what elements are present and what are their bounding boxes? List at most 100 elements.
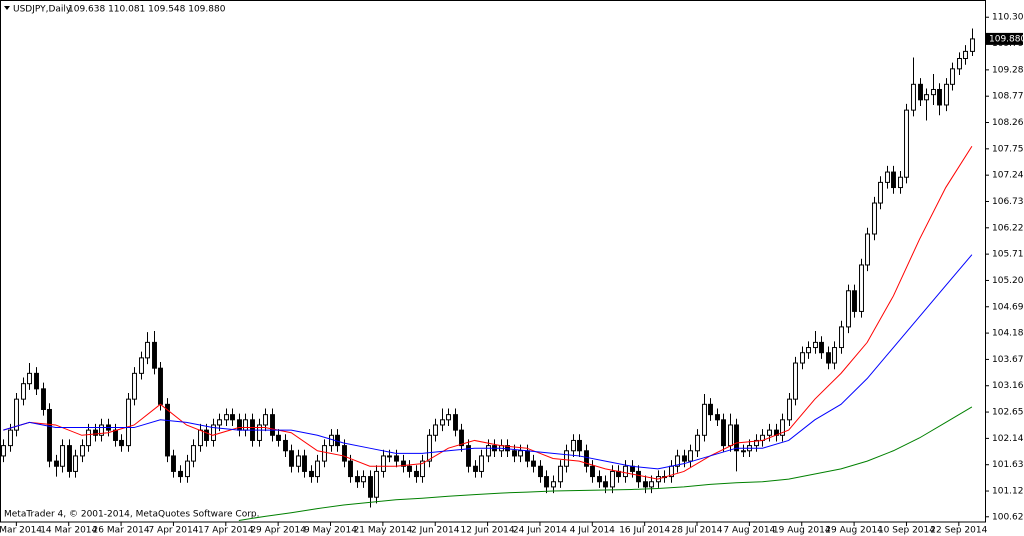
- candle-body: [885, 171, 890, 183]
- candle-body: [721, 419, 726, 447]
- candle-body: [276, 434, 281, 441]
- x-tick-label: 17 Apr 2014: [198, 526, 254, 536]
- x-tick-label: 4 Mar 2014: [0, 526, 42, 536]
- candle-body: [872, 202, 877, 235]
- candle-body: [891, 171, 896, 189]
- candle-body: [715, 414, 720, 421]
- candle-body: [86, 429, 91, 447]
- candle-body: [387, 455, 392, 458]
- y-tick-label: 110.300: [992, 13, 1024, 23]
- y-tick-label: 105.710: [992, 250, 1024, 260]
- x-tick-label: 7 Apr 2014: [148, 526, 198, 536]
- candle-body: [800, 352, 805, 364]
- candle-body: [178, 470, 183, 478]
- candle-body: [309, 470, 314, 478]
- candle-body: [315, 460, 320, 478]
- y-tick-label: 102.140: [992, 434, 1024, 444]
- candle-body: [865, 233, 870, 266]
- candle-body: [237, 419, 242, 431]
- candle-body: [211, 424, 216, 441]
- candle-body: [427, 434, 432, 462]
- moving-average: [3, 254, 973, 470]
- candle-body: [217, 419, 222, 426]
- x-tick-label: 12 Jun 2014: [461, 526, 515, 536]
- candle-body: [374, 470, 379, 498]
- candle-body: [852, 290, 857, 312]
- candle-body: [433, 424, 438, 436]
- candle-body: [348, 460, 353, 478]
- candle-body: [257, 424, 262, 441]
- candle-body: [21, 383, 26, 400]
- candle-body: [185, 460, 190, 478]
- candle-body: [597, 476, 602, 483]
- candle-body: [603, 481, 608, 488]
- x-tick-label: 19 Aug 2014: [773, 526, 831, 536]
- y-tick-label: 105.200: [992, 276, 1024, 286]
- candle-body: [41, 388, 46, 410]
- candle-body: [368, 476, 373, 498]
- candle-body: [152, 341, 157, 369]
- y-tick-label: 108.770: [992, 92, 1024, 102]
- candle-body: [139, 357, 144, 374]
- y-tick-label: 107.750: [992, 144, 1024, 154]
- menu-triangle: [4, 6, 10, 10]
- y-tick-label: 104.690: [992, 302, 1024, 312]
- last-price-label: 109.880: [989, 34, 1024, 44]
- candle-body: [322, 445, 327, 462]
- candle-body: [675, 455, 680, 467]
- y-tick-label: 101.630: [992, 460, 1024, 470]
- x-tick-label: 2 Jun 2014: [411, 526, 460, 536]
- candle-body: [263, 414, 268, 426]
- candle-body: [904, 109, 909, 178]
- candle-body: [551, 481, 556, 488]
- x-tick-label: 7 Aug 2014: [723, 526, 775, 536]
- y-tick-label: 101.120: [992, 487, 1024, 497]
- y-tick-label: 106.730: [992, 197, 1024, 207]
- candle-body: [813, 341, 818, 349]
- candle-body: [8, 429, 13, 447]
- candle-body: [119, 439, 124, 447]
- candle-body: [302, 455, 307, 472]
- y-tick-label: 104.180: [992, 329, 1024, 339]
- candle-body: [643, 481, 648, 488]
- candle-body: [158, 367, 163, 405]
- candle-body: [54, 460, 59, 467]
- candle-body: [780, 419, 785, 436]
- candle-body: [381, 455, 386, 472]
- candle-body: [355, 476, 360, 483]
- footer: MetaTrader 4, © 2001-2014, MetaQuotes So…: [4, 510, 260, 520]
- candle-body: [414, 470, 419, 478]
- candle-body: [564, 450, 569, 467]
- candle-body: [577, 439, 582, 452]
- candle-body: [819, 341, 824, 354]
- candle-body: [649, 481, 654, 488]
- candle-body: [80, 445, 85, 457]
- candle-body: [630, 465, 635, 472]
- candle-body: [93, 429, 98, 436]
- x-tick-label: 16 Jul 2014: [619, 526, 670, 536]
- candle-body: [283, 439, 288, 452]
- candle-body: [859, 264, 864, 312]
- candle-body: [459, 429, 464, 447]
- moving-average: [238, 406, 973, 521]
- candle-body: [191, 445, 196, 462]
- y-tick-label: 106.220: [992, 223, 1024, 233]
- candle-body: [741, 450, 746, 453]
- candle-body: [531, 460, 536, 467]
- x-tick-label: 29 Apr 2014: [250, 526, 306, 536]
- x-tick-label: 24 Jun 2014: [513, 526, 567, 536]
- x-tick-label: 9 May 2014: [304, 526, 357, 536]
- candle-body: [34, 372, 39, 390]
- candle-body: [60, 445, 65, 467]
- candle-body: [538, 465, 543, 478]
- candle-body: [584, 450, 589, 467]
- candle-body: [394, 455, 399, 462]
- candle-body: [623, 465, 628, 478]
- plot-frame: [0, 0, 986, 523]
- y-tick-label: 108.260: [992, 118, 1024, 128]
- candle-body: [204, 429, 209, 441]
- candle-body: [126, 398, 131, 447]
- candle-body: [342, 445, 347, 462]
- x-tick-label: 14 Mar 2014: [40, 526, 97, 536]
